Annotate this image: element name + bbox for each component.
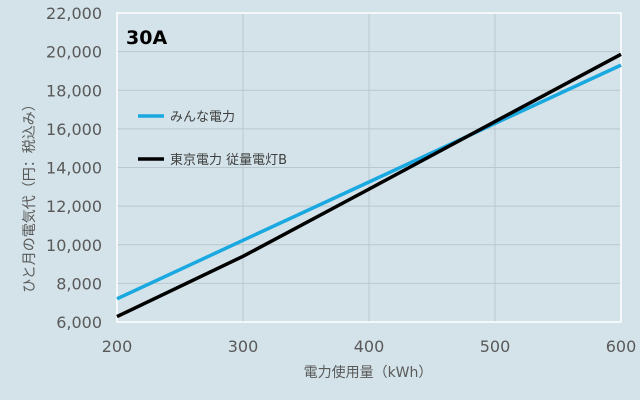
series-layer: [116, 52, 622, 319]
y-tick-label: 12,000: [46, 197, 102, 216]
x-tick-label: 400: [354, 337, 385, 356]
series-line-1: [116, 63, 622, 301]
x-tick-label: 300: [228, 337, 259, 356]
tick-labels: 200 300 400 500 600 6,000 8,000 10,000 12,000 14,…: [46, 4, 636, 356]
y-tick-label: 18,000: [46, 81, 102, 100]
legend-label: 東京電力 従量電灯B: [170, 152, 287, 168]
y-tick-label: 20,000: [46, 43, 102, 62]
chart-title: 30A: [126, 27, 167, 49]
y-tick-label: 8,000: [56, 274, 102, 293]
grid: [116, 12, 622, 323]
plot-area: [116, 12, 622, 323]
y-tick-label: 16,000: [46, 120, 102, 139]
x-tick-label: 600: [606, 337, 637, 356]
series-line-2: [116, 52, 622, 319]
y-tick-label: 6,000: [56, 313, 102, 332]
x-tick-label: 200: [102, 337, 133, 356]
y-tick-label: 10,000: [46, 236, 102, 255]
y-tick-label: 22,000: [46, 4, 102, 23]
legend-label: みんな電力: [170, 110, 235, 125]
x-tick-label: 500: [480, 337, 511, 356]
y-axis-title: ひと月の電気代（円：税込み）: [22, 97, 38, 293]
x-axis-title: 電力使用量（kWh）: [304, 364, 433, 381]
y-tick-label: 14,000: [46, 159, 102, 178]
